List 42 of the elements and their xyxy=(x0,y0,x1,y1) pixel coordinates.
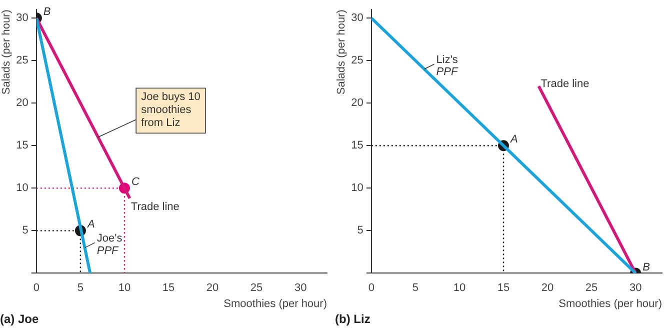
text: (b) Liz xyxy=(335,312,370,326)
y-tick-label: 25 xyxy=(351,54,364,67)
x-tick-label: 5 xyxy=(77,282,84,294)
x-tick-label: 15 xyxy=(497,282,510,294)
y-axis-title: Salads (per hour) xyxy=(336,10,348,95)
y-tick-label: 5 xyxy=(22,224,28,237)
y-tick-label: 5 xyxy=(357,224,364,237)
y-tick-label: 25 xyxy=(16,54,28,67)
annotation: A xyxy=(510,134,518,146)
annotation: A xyxy=(86,218,95,231)
annotation: Trade line xyxy=(130,201,180,214)
x-tick-label: 25 xyxy=(250,282,263,294)
y-tick-label: 10 xyxy=(16,182,28,194)
x-tick-label: 15 xyxy=(162,282,175,294)
x-tick-label: 25 xyxy=(585,282,598,294)
x-tick-label: 5 xyxy=(412,282,419,294)
x-tick-label: 10 xyxy=(118,282,131,294)
y-tick-label: 10 xyxy=(351,182,364,194)
text: (a) Joe xyxy=(0,312,40,326)
annotation: Joe buys 10 smoothies from Liz xyxy=(141,91,200,130)
annotation: B xyxy=(43,6,51,18)
x-tick-label: 30 xyxy=(629,282,642,294)
y-tick-label: 20 xyxy=(351,97,364,110)
y-axis-title: Salads (per hour) xyxy=(0,10,13,95)
y-tick-label: 30 xyxy=(16,12,28,24)
x-tick-label: 0 xyxy=(33,282,40,294)
y-tick-label: 15 xyxy=(351,140,364,152)
x-tick-label: 0 xyxy=(368,282,374,294)
x-tick-label: 20 xyxy=(206,282,219,294)
annotation: Joe's PPF xyxy=(96,232,123,257)
y-tick-label: 30 xyxy=(351,12,364,24)
x-tick-label: 10 xyxy=(453,282,466,294)
y-tick-label: 15 xyxy=(16,140,28,152)
x-axis-title: Smoothies (per hour) xyxy=(224,298,327,310)
x-axis-title: Smoothies (per hour) xyxy=(558,298,662,310)
annotation: C xyxy=(131,176,140,188)
annotation: B xyxy=(642,261,650,274)
y-tick-label: 20 xyxy=(16,97,28,110)
annotation: Liz's PPF xyxy=(436,54,459,78)
x-tick-label: 20 xyxy=(541,282,554,294)
x-tick-label: 30 xyxy=(294,282,307,294)
annotation: Trade line xyxy=(540,78,590,90)
